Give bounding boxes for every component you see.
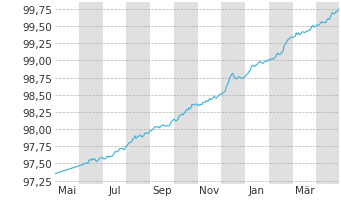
Bar <box>150 3 174 184</box>
Bar <box>197 3 221 184</box>
Bar <box>174 3 197 184</box>
Bar <box>103 3 126 184</box>
Bar <box>316 3 340 184</box>
Bar <box>55 3 79 184</box>
Bar <box>269 3 293 184</box>
Bar <box>79 3 103 184</box>
Bar <box>245 3 269 184</box>
Bar <box>293 3 316 184</box>
Bar <box>221 3 245 184</box>
Bar <box>126 3 150 184</box>
